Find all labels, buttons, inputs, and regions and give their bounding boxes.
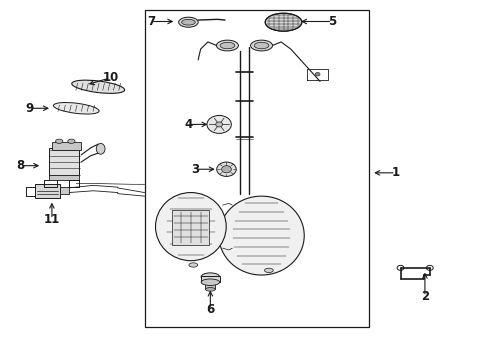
Circle shape	[216, 162, 236, 176]
Text: 10: 10	[102, 71, 118, 84]
Ellipse shape	[54, 145, 66, 150]
Ellipse shape	[254, 42, 268, 49]
Ellipse shape	[65, 145, 75, 150]
Ellipse shape	[216, 40, 238, 51]
Text: 4: 4	[184, 118, 192, 131]
Text: 3: 3	[191, 163, 200, 176]
Text: 6: 6	[206, 303, 214, 316]
Bar	[35, 184, 60, 198]
Ellipse shape	[264, 268, 273, 273]
Ellipse shape	[68, 139, 75, 143]
Ellipse shape	[205, 288, 215, 291]
Circle shape	[215, 122, 222, 127]
Ellipse shape	[219, 196, 304, 275]
Text: 11: 11	[44, 213, 60, 226]
Text: 9: 9	[26, 102, 34, 115]
Text: 7: 7	[146, 15, 155, 28]
Bar	[144, 10, 368, 327]
Ellipse shape	[181, 19, 195, 25]
Ellipse shape	[250, 40, 272, 51]
Ellipse shape	[72, 80, 124, 93]
Bar	[52, 141, 81, 149]
Text: 8: 8	[16, 159, 24, 172]
Ellipse shape	[56, 139, 63, 143]
Ellipse shape	[178, 17, 198, 27]
Bar	[205, 282, 215, 289]
Ellipse shape	[188, 263, 197, 267]
Bar	[201, 276, 219, 282]
Ellipse shape	[220, 42, 234, 49]
Ellipse shape	[264, 13, 301, 31]
Circle shape	[315, 72, 320, 76]
Text: 2: 2	[420, 290, 428, 303]
Ellipse shape	[53, 103, 99, 114]
Bar	[49, 175, 79, 180]
Bar	[60, 187, 69, 194]
Bar	[49, 148, 79, 176]
Circle shape	[221, 166, 231, 173]
Ellipse shape	[155, 193, 226, 261]
Text: 5: 5	[327, 15, 336, 28]
Text: 1: 1	[391, 166, 399, 179]
Ellipse shape	[201, 279, 219, 285]
Ellipse shape	[96, 143, 105, 154]
Ellipse shape	[201, 273, 219, 281]
Circle shape	[206, 116, 231, 134]
Bar	[172, 211, 208, 244]
